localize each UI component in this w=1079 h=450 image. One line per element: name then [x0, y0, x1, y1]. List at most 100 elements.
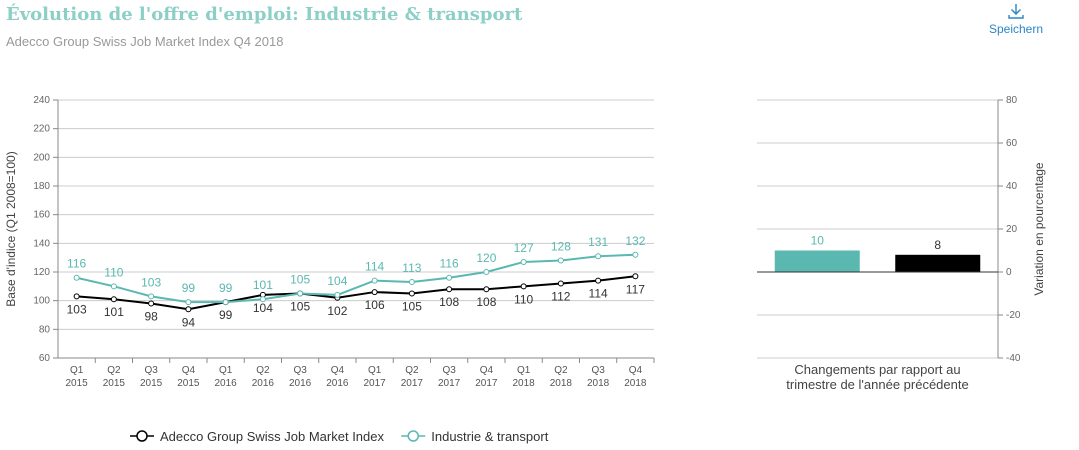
data-label-industry: 132 [625, 234, 645, 248]
data-point-industry [371, 277, 378, 284]
data-label-industry: 110 [104, 265, 123, 279]
x-tick-label-year: 2016 [215, 378, 238, 389]
legend-marker-index [136, 430, 148, 442]
data-point-industry [222, 299, 229, 306]
x-tick-label-quarter: Q4 [331, 365, 345, 376]
data-label-industry: 99 [219, 281, 233, 295]
data-point-index [73, 293, 80, 300]
x-tick-label-quarter: Q3 [144, 365, 158, 376]
series-line-industry [76, 253, 636, 304]
bar-index [895, 254, 981, 272]
legend-label-industry: Industrie & transport [431, 429, 548, 444]
data-label-index: 114 [589, 287, 608, 301]
y-tick-label: 140 [33, 238, 50, 249]
data-point-index [408, 290, 415, 297]
data-label-industry: 116 [67, 257, 86, 271]
bar-y-tick-label: 0 [1006, 267, 1012, 278]
data-point-industry [334, 291, 341, 298]
y-tick-label: 60 [39, 353, 51, 364]
data-label-industry: 105 [290, 273, 310, 287]
data-point-industry [148, 293, 155, 300]
x-tick-label-year: 2018 [624, 378, 647, 389]
save-button[interactable]: Speichern [982, 2, 1050, 36]
save-label: Speichern [988, 22, 1044, 36]
data-point-industry [557, 257, 564, 264]
y-tick-label: 120 [33, 267, 50, 278]
bar-y-tick-label: 80 [1006, 95, 1018, 106]
data-point-index [632, 273, 639, 280]
data-label-industry: 104 [327, 274, 347, 288]
data-point-industry [483, 269, 490, 275]
data-point-index [520, 283, 527, 290]
x-tick-label-quarter: Q2 [107, 365, 121, 376]
x-tick-label-quarter: Q1 [219, 365, 233, 376]
bar-label-industry: 10 [811, 234, 825, 248]
x-tick-label-year: 2016 [326, 378, 349, 389]
legend-label-index: Adecco Group Swiss Job Market Index [160, 429, 384, 444]
data-label-index: 101 [104, 305, 124, 319]
data-label-index: 99 [219, 308, 233, 322]
bar-x-axis-title: trimestre de l'année précédente [786, 377, 968, 392]
bar-label-index: 8 [934, 238, 941, 252]
download-icon [1008, 4, 1024, 19]
bar-y-tick-label: 60 [1006, 138, 1018, 149]
bar-y-tick-label: 40 [1006, 181, 1018, 192]
y-tick-label: 160 [33, 210, 50, 221]
bar-y-axis-title: Variation en pourcentage [1032, 162, 1046, 296]
data-point-industry [259, 296, 266, 303]
data-label-index: 94 [182, 315, 196, 329]
data-label-index: 106 [365, 298, 385, 312]
x-tick-label-quarter: Q3 [293, 365, 307, 376]
bar-y-tick-label: -20 [1006, 310, 1021, 321]
data-label-industry: 127 [514, 241, 534, 255]
data-point-index [483, 286, 490, 293]
y-tick-label: 200 [33, 152, 50, 163]
chart-subtitle: Adecco Group Swiss Job Market Index Q4 2… [6, 34, 284, 49]
data-label-index: 104 [253, 301, 273, 315]
chart-title: Évolution de l'offre d'emploi: Industrie… [6, 4, 523, 25]
data-point-industry [595, 253, 602, 260]
x-tick-label-year: 2015 [177, 378, 200, 389]
x-tick-label-year: 2016 [252, 378, 275, 389]
data-point-index [446, 286, 453, 293]
data-point-index [110, 296, 117, 303]
x-tick-label-quarter: Q3 [442, 365, 456, 376]
data-label-industry: 99 [182, 281, 196, 295]
bar-y-tick-label: -40 [1006, 353, 1021, 364]
bar-industry [774, 250, 860, 272]
data-label-industry: 101 [253, 278, 273, 292]
data-label-index: 102 [327, 304, 347, 318]
data-point-index [595, 277, 602, 284]
data-label-index: 108 [476, 295, 496, 309]
data-label-industry: 131 [588, 235, 608, 249]
data-point-industry [632, 251, 639, 258]
x-tick-label-year: 2016 [289, 378, 312, 389]
data-point-industry [185, 299, 192, 306]
data-label-industry: 120 [476, 251, 496, 265]
data-point-industry [408, 279, 415, 286]
data-point-index [371, 289, 378, 296]
data-label-index: 98 [144, 310, 158, 324]
series-line-index [76, 275, 636, 311]
data-point-industry [110, 283, 117, 290]
data-label-index: 103 [67, 302, 87, 316]
legend-marker-industry [407, 430, 419, 442]
bar-x-axis-title: Changements par rapport au [794, 362, 960, 377]
data-label-industry: 103 [141, 275, 161, 289]
y-tick-label: 100 [33, 296, 50, 307]
x-tick-label-quarter: Q3 [591, 365, 605, 376]
data-point-industry [446, 274, 453, 281]
x-tick-label-year: 2017 [438, 378, 461, 389]
y-tick-label: 220 [33, 124, 50, 135]
x-tick-label-year: 2018 [550, 378, 573, 389]
y-axis-title: Base d'indice (Q1 2008=100) [4, 151, 18, 306]
data-label-index: 108 [439, 295, 459, 309]
x-tick-label-quarter: Q4 [182, 365, 196, 376]
x-tick-label-year: 2015 [66, 378, 89, 389]
data-point-industry [73, 274, 80, 281]
data-label-index: 112 [551, 289, 570, 303]
data-label-index: 105 [402, 300, 422, 314]
x-tick-label-quarter: Q2 [256, 365, 270, 376]
y-tick-label: 240 [33, 95, 50, 106]
